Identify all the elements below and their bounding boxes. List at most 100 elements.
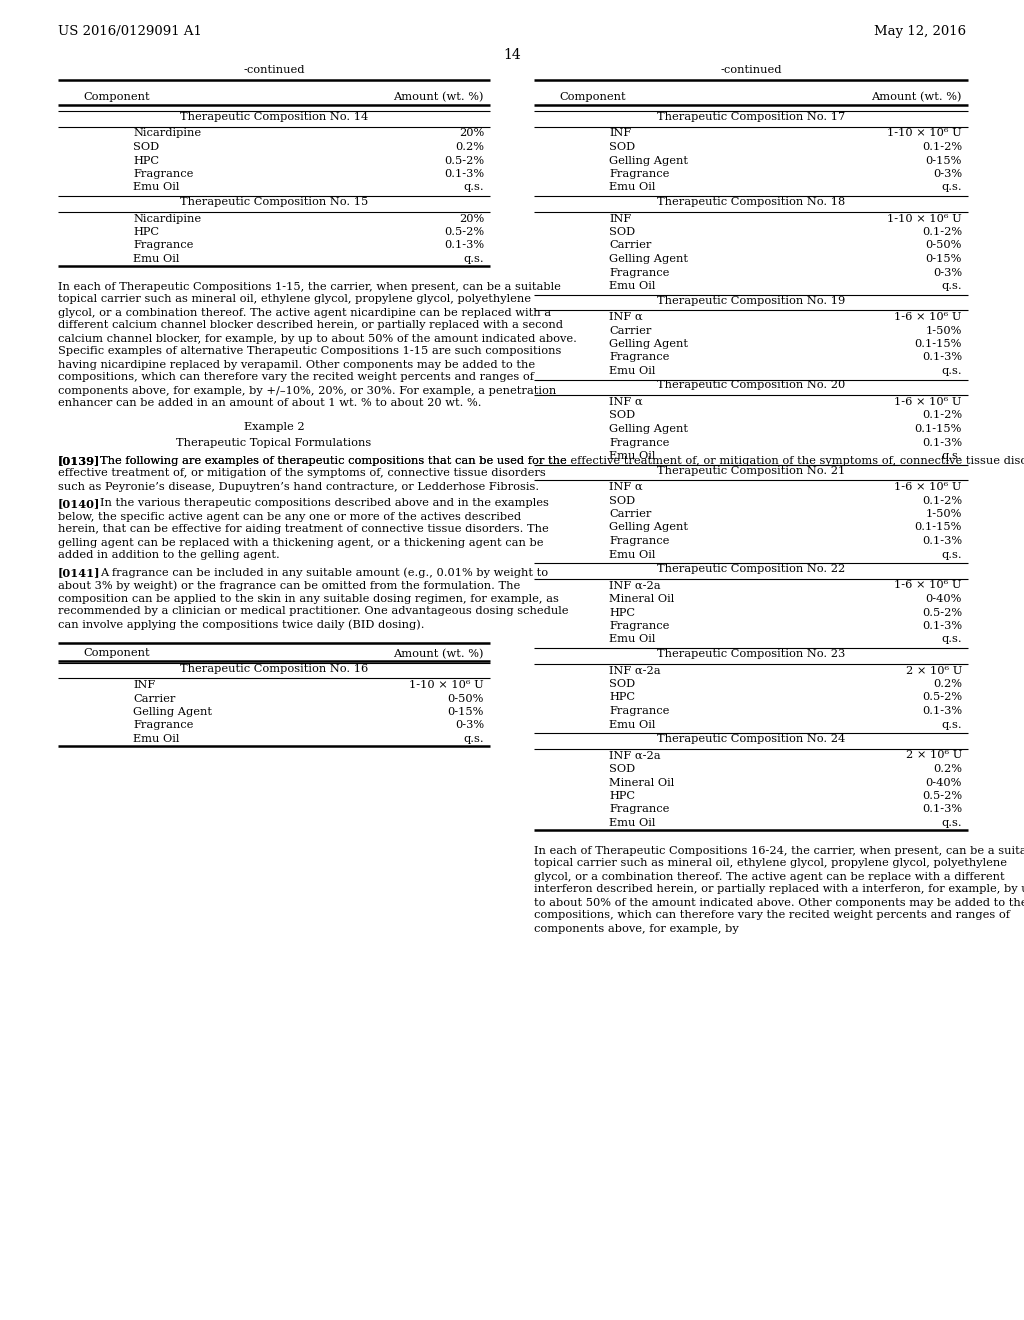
Text: 1-10 × 10⁶ U: 1-10 × 10⁶ U: [887, 128, 962, 139]
Text: 1-6 × 10⁶ U: 1-6 × 10⁶ U: [895, 397, 962, 407]
Text: 1-50%: 1-50%: [926, 326, 962, 335]
Text: 0-40%: 0-40%: [926, 594, 962, 605]
Text: Emu Oil: Emu Oil: [609, 549, 655, 560]
Text: 1-6 × 10⁶ U: 1-6 × 10⁶ U: [895, 312, 962, 322]
Text: Fragrance: Fragrance: [609, 169, 670, 180]
Text: Fragrance: Fragrance: [609, 620, 670, 631]
Text: Fragrance: Fragrance: [609, 706, 670, 715]
Text: Therapeutic Composition No. 21: Therapeutic Composition No. 21: [656, 466, 845, 475]
Text: INF α-2a: INF α-2a: [609, 665, 660, 676]
Text: Specific examples of alternative Therapeutic Compositions 1-15 are such composit: Specific examples of alternative Therape…: [58, 346, 561, 356]
Text: SOD: SOD: [609, 678, 635, 689]
Text: enhancer can be added in an amount of about 1 wt. % to about 20 wt. %.: enhancer can be added in an amount of ab…: [58, 399, 481, 408]
Text: Fragrance: Fragrance: [133, 721, 194, 730]
Text: Amount (wt. %): Amount (wt. %): [393, 92, 484, 103]
Text: 0.1-3%: 0.1-3%: [922, 437, 962, 447]
Text: -continued: -continued: [720, 65, 781, 75]
Text: Fragrance: Fragrance: [133, 169, 194, 180]
Text: Therapeutic Composition No. 16: Therapeutic Composition No. 16: [180, 664, 368, 673]
Text: 0.1-2%: 0.1-2%: [922, 143, 962, 152]
Text: Gelling Agent: Gelling Agent: [609, 253, 688, 264]
Text: SOD: SOD: [609, 143, 635, 152]
Text: 1-10 × 10⁶ U: 1-10 × 10⁶ U: [410, 680, 484, 690]
Text: q.s.: q.s.: [941, 366, 962, 376]
Text: 0.1-3%: 0.1-3%: [443, 169, 484, 180]
Text: The following are examples of therapeutic compositions that can be used for the: The following are examples of therapeuti…: [100, 455, 566, 466]
Text: Example 2: Example 2: [244, 421, 304, 432]
Text: compositions, which can therefore vary the recited weight percents and ranges of: compositions, which can therefore vary t…: [58, 372, 534, 383]
Text: Amount (wt. %): Amount (wt. %): [871, 92, 962, 103]
Text: Therapeutic Topical Formulations: Therapeutic Topical Formulations: [176, 438, 372, 449]
Text: recommended by a clinician or medical practitioner. One advantageous dosing sche: recommended by a clinician or medical pr…: [58, 606, 568, 616]
Text: q.s.: q.s.: [941, 281, 962, 290]
Text: calcium channel blocker, for example, by up to about 50% of the amount indicated: calcium channel blocker, for example, by…: [58, 334, 577, 343]
Text: Emu Oil: Emu Oil: [609, 366, 655, 376]
Text: 0-3%: 0-3%: [455, 721, 484, 730]
Text: 0.2%: 0.2%: [933, 678, 962, 689]
Text: Therapeutic Composition No. 24: Therapeutic Composition No. 24: [656, 734, 845, 744]
Text: 2 × 10⁶ U: 2 × 10⁶ U: [905, 751, 962, 760]
Text: A fragrance can be included in any suitable amount (e.g., 0.01% by weight to: A fragrance can be included in any suita…: [100, 568, 548, 578]
Text: Emu Oil: Emu Oil: [609, 281, 655, 290]
Text: Therapeutic Composition No. 22: Therapeutic Composition No. 22: [656, 564, 845, 574]
Text: Fragrance: Fragrance: [609, 437, 670, 447]
Text: Carrier: Carrier: [133, 693, 175, 704]
Text: effective treatment of, or mitigation of the symptoms of, connective tissue diso: effective treatment of, or mitigation of…: [58, 469, 546, 479]
Text: Component: Component: [83, 648, 150, 659]
Text: 1-10 × 10⁶ U: 1-10 × 10⁶ U: [887, 214, 962, 223]
Text: HPC: HPC: [609, 693, 635, 702]
Text: 0.1-2%: 0.1-2%: [922, 411, 962, 421]
Text: Emu Oil: Emu Oil: [133, 253, 179, 264]
Text: q.s.: q.s.: [941, 182, 962, 193]
Text: SOD: SOD: [133, 143, 159, 152]
Text: Gelling Agent: Gelling Agent: [609, 156, 688, 165]
Text: HPC: HPC: [133, 156, 159, 165]
Text: components above, for example, by +/–10%, 20%, or 30%. For example, a penetratio: components above, for example, by +/–10%…: [58, 385, 556, 396]
Text: HPC: HPC: [133, 227, 159, 238]
Text: Emu Oil: Emu Oil: [133, 734, 179, 744]
Text: Therapeutic Composition No. 19: Therapeutic Composition No. 19: [656, 296, 845, 305]
Text: US 2016/0129091 A1: US 2016/0129091 A1: [58, 25, 202, 38]
Text: gelling agent can be replaced with a thickening agent, or a thickening agent can: gelling agent can be replaced with a thi…: [58, 537, 544, 548]
Text: Nicardipine: Nicardipine: [133, 214, 201, 223]
Text: glycol, or a combination thereof. The active agent nicardipine can be replaced w: glycol, or a combination thereof. The ac…: [58, 308, 551, 318]
Text: INF α: INF α: [609, 482, 643, 492]
Text: Therapeutic Composition No. 20: Therapeutic Composition No. 20: [656, 380, 845, 391]
Text: HPC: HPC: [609, 791, 635, 801]
Text: [0140]: [0140]: [58, 499, 100, 510]
Text: Fragrance: Fragrance: [609, 536, 670, 546]
Text: -continued: -continued: [244, 65, 305, 75]
Text: In each of Therapeutic Compositions 1-15, the carrier, when present, can be a su: In each of Therapeutic Compositions 1-15…: [58, 281, 561, 292]
Text: such as Peyronie’s disease, Dupuytren’s hand contracture, or Ledderhose Fibrosis: such as Peyronie’s disease, Dupuytren’s …: [58, 482, 539, 491]
Text: 0.5-2%: 0.5-2%: [922, 791, 962, 801]
Text: [0141]: [0141]: [58, 568, 100, 578]
Text: Fragrance: Fragrance: [609, 352, 670, 363]
Text: 0.1-3%: 0.1-3%: [443, 240, 484, 251]
Text: INF α: INF α: [609, 397, 643, 407]
Text: Therapeutic Composition No. 14: Therapeutic Composition No. 14: [180, 112, 368, 121]
Text: Nicardipine: Nicardipine: [133, 128, 201, 139]
Text: interferon described herein, or partially replaced with a interferon, for exampl: interferon described herein, or partiall…: [534, 884, 1024, 895]
Text: In each of Therapeutic Compositions 16-24, the carrier, when present, can be a s: In each of Therapeutic Compositions 16-2…: [534, 846, 1024, 855]
Text: 0.1-15%: 0.1-15%: [914, 523, 962, 532]
Text: The following are examples of therapeutic compositions that can be used for the : The following are examples of therapeuti…: [100, 455, 1024, 466]
Text: q.s.: q.s.: [941, 818, 962, 828]
Text: Carrier: Carrier: [609, 510, 651, 519]
Text: 0.1-2%: 0.1-2%: [922, 227, 962, 238]
Text: 0.1-15%: 0.1-15%: [914, 339, 962, 348]
Text: added in addition to the gelling agent.: added in addition to the gelling agent.: [58, 550, 280, 561]
Text: [0139]: [0139]: [58, 455, 100, 466]
Text: Fragrance: Fragrance: [609, 804, 670, 814]
Text: 0.5-2%: 0.5-2%: [922, 607, 962, 618]
Text: to about 50% of the amount indicated above. Other components may be added to the: to about 50% of the amount indicated abo…: [534, 898, 1024, 908]
Text: 2 × 10⁶ U: 2 × 10⁶ U: [905, 665, 962, 676]
Text: 0.5-2%: 0.5-2%: [922, 693, 962, 702]
Text: 20%: 20%: [459, 214, 484, 223]
Text: SOD: SOD: [609, 764, 635, 774]
Text: about 3% by weight) or the fragrance can be omitted from the formulation. The: about 3% by weight) or the fragrance can…: [58, 581, 520, 591]
Text: Gelling Agent: Gelling Agent: [609, 339, 688, 348]
Text: Carrier: Carrier: [609, 326, 651, 335]
Text: SOD: SOD: [609, 495, 635, 506]
Text: 0-3%: 0-3%: [933, 268, 962, 277]
Text: having nicardipine replaced by verapamil. Other components may be added to the: having nicardipine replaced by verapamil…: [58, 359, 536, 370]
